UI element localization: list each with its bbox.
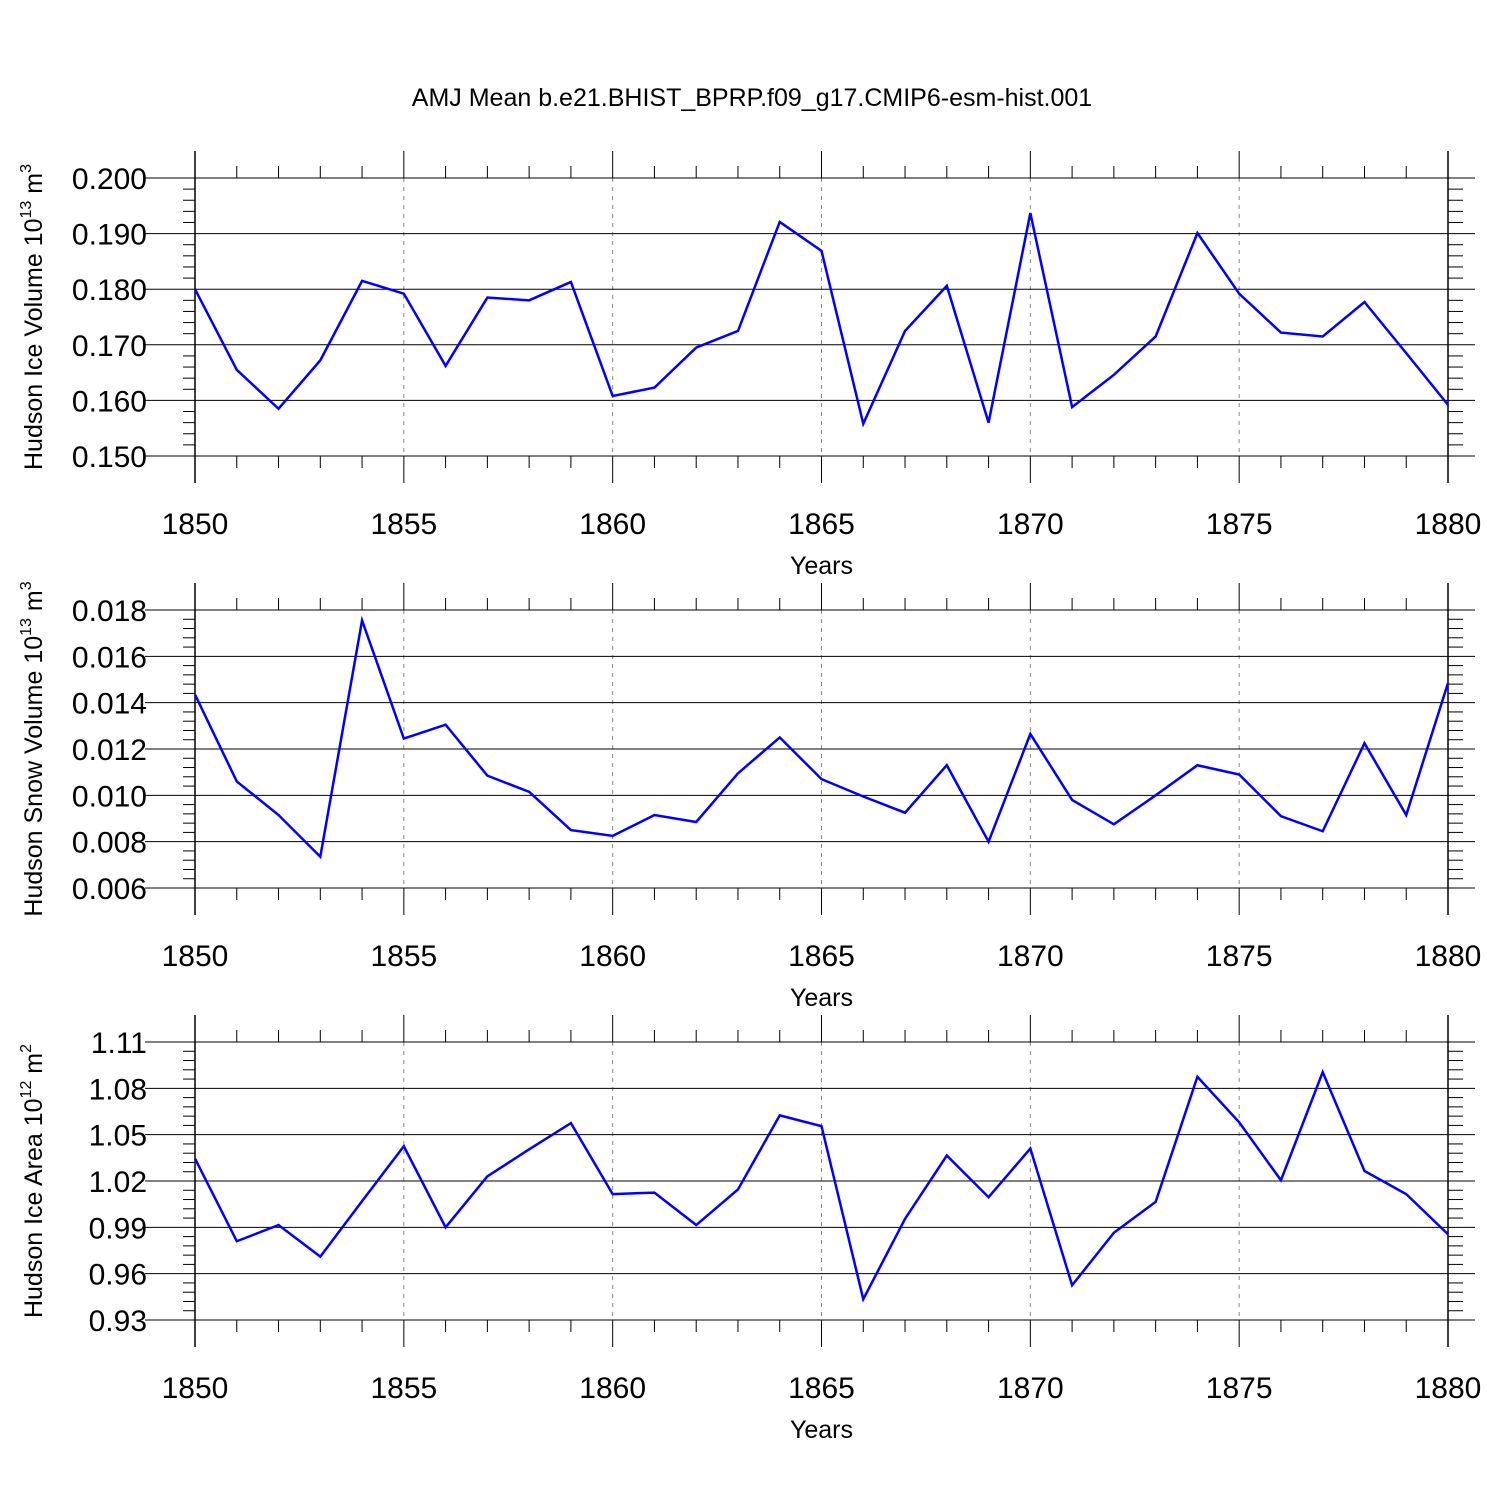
x-tick-label: 1865: [788, 940, 855, 973]
y-tick-label: 0.170: [72, 330, 147, 363]
x-axis-label: Years: [790, 1416, 853, 1444]
x-tick-label: 1880: [1415, 1372, 1482, 1405]
x-tick-label: 1855: [370, 508, 437, 541]
y-tick-label: 0.006: [72, 873, 147, 906]
y-tick-label: 0.012: [72, 734, 147, 767]
y-tick-label: 0.160: [72, 385, 147, 418]
x-tick-label: 1865: [788, 508, 855, 541]
y-tick-label: 1.02: [89, 1166, 147, 1199]
x-tick-label: 1875: [1206, 1372, 1273, 1405]
x-tick-label: 1860: [579, 508, 646, 541]
y-tick-label: 0.018: [72, 595, 147, 628]
y-axis-label: Hudson Ice Area 1012 m2: [18, 1044, 48, 1318]
y-tick-label: 0.010: [72, 780, 147, 813]
y-tick-label: 0.190: [72, 219, 147, 252]
y-tick-label: 0.150: [72, 441, 147, 474]
x-tick-label: 1875: [1206, 508, 1273, 541]
chart-panel-1: 0.150 0.160 0.170 0.180 0.190 0.200 1850 1855 18…: [18, 151, 1481, 580]
x-tick-label: 1865: [788, 1372, 855, 1405]
panels: 0.150 0.160 0.170 0.180 0.190 0.200 1850 1855 18…: [18, 151, 1481, 1444]
x-tick-label: 1870: [997, 508, 1064, 541]
x-tick-label: 1880: [1415, 940, 1482, 973]
x-axis-label: Years: [790, 984, 853, 1012]
y-tick-label: 0.93: [89, 1305, 147, 1338]
y-axis-label: Hudson Snow Volume 1013 m3: [18, 581, 48, 916]
x-tick-label: 1850: [162, 940, 229, 973]
figure-title: AMJ Mean b.e21.BHIST_BPRP.f09_g17.CMIP6-…: [412, 84, 1092, 112]
x-tick-label: 1855: [370, 940, 437, 973]
y-tick-label: 1.05: [89, 1120, 147, 1153]
x-tick-label: 1870: [997, 940, 1064, 973]
x-tick-label: 1850: [162, 1372, 229, 1405]
x-axis-label: Years: [790, 552, 853, 580]
y-tick-label: 0.016: [72, 641, 147, 674]
x-tick-label: 1850: [162, 508, 229, 541]
y-tick-label: 0.008: [72, 827, 147, 860]
x-tick-label: 1860: [579, 940, 646, 973]
y-tick-label: 0.96: [89, 1259, 147, 1292]
x-tick-label: 1860: [579, 1372, 646, 1405]
y-tick-label: 1.11: [91, 1027, 147, 1060]
chart-panel-3: 0.93 0.96 0.99 1.02 1.05 1.08 1.11 1850 1855 1860…: [18, 1015, 1481, 1444]
y-tick-label: 0.014: [72, 688, 147, 721]
chart-panel-2: 0.006 0.008 0.010 0.012 0.014 0.016 0.018 1850 1…: [18, 581, 1481, 1012]
y-axis-label: Hudson Ice Volume 1013 m3: [18, 164, 48, 470]
x-tick-label: 1880: [1415, 508, 1482, 541]
y-tick-label: 1.08: [89, 1073, 147, 1106]
x-tick-label: 1875: [1206, 940, 1273, 973]
x-tick-label: 1870: [997, 1372, 1064, 1405]
x-tick-label: 1855: [370, 1372, 437, 1405]
y-tick-label: 0.180: [72, 274, 147, 307]
y-tick-label: 0.99: [89, 1212, 147, 1245]
y-tick-label: 0.200: [72, 163, 147, 196]
